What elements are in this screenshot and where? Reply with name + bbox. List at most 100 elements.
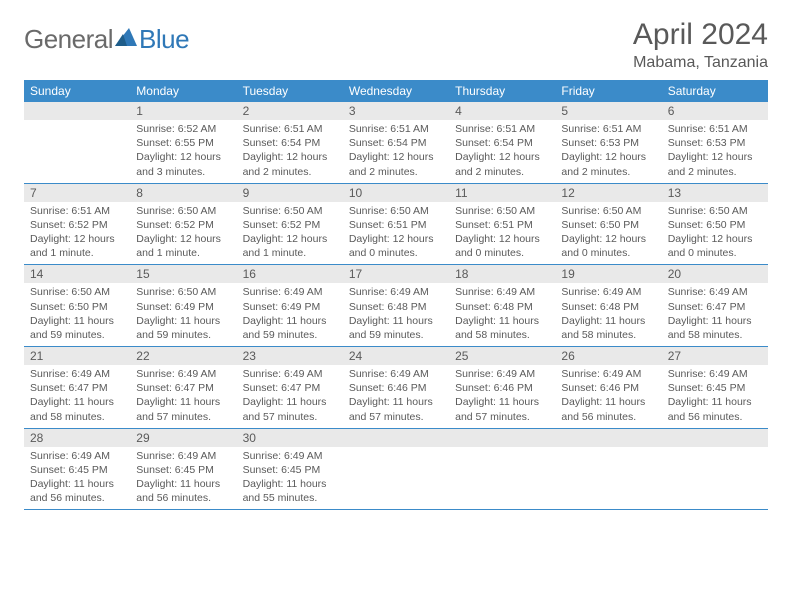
day-body: Sunrise: 6:49 AMSunset: 6:49 PMDaylight:… bbox=[237, 283, 343, 346]
day-number: 14 bbox=[24, 265, 130, 283]
daylight-text: Daylight: 11 hours and 57 minutes. bbox=[243, 395, 337, 423]
title-block: April 2024 Mabama, Tanzania bbox=[633, 18, 768, 72]
day-body: Sunrise: 6:49 AMSunset: 6:46 PMDaylight:… bbox=[555, 365, 661, 428]
daylight-text: Daylight: 12 hours and 0 minutes. bbox=[668, 232, 762, 260]
calendar-day-cell: 29Sunrise: 6:49 AMSunset: 6:45 PMDayligh… bbox=[130, 428, 236, 510]
day-number: 7 bbox=[24, 184, 130, 202]
calendar-day-cell: 2Sunrise: 6:51 AMSunset: 6:54 PMDaylight… bbox=[237, 102, 343, 183]
month-title: April 2024 bbox=[633, 18, 768, 52]
weekday-header: Monday bbox=[130, 80, 236, 102]
day-number: 20 bbox=[662, 265, 768, 283]
day-body: Sunrise: 6:49 AMSunset: 6:48 PMDaylight:… bbox=[343, 283, 449, 346]
day-number: 3 bbox=[343, 102, 449, 120]
day-body: Sunrise: 6:51 AMSunset: 6:53 PMDaylight:… bbox=[555, 120, 661, 183]
day-body: Sunrise: 6:50 AMSunset: 6:50 PMDaylight:… bbox=[555, 202, 661, 265]
daylight-text: Daylight: 11 hours and 56 minutes. bbox=[561, 395, 655, 423]
sunrise-text: Sunrise: 6:50 AM bbox=[136, 204, 230, 218]
sunrise-text: Sunrise: 6:50 AM bbox=[668, 204, 762, 218]
sunrise-text: Sunrise: 6:50 AM bbox=[243, 204, 337, 218]
sunrise-text: Sunrise: 6:49 AM bbox=[561, 285, 655, 299]
sunset-text: Sunset: 6:49 PM bbox=[136, 300, 230, 314]
day-number: 21 bbox=[24, 347, 130, 365]
sunset-text: Sunset: 6:47 PM bbox=[136, 381, 230, 395]
sunrise-text: Sunrise: 6:49 AM bbox=[455, 367, 549, 381]
day-body: Sunrise: 6:50 AMSunset: 6:52 PMDaylight:… bbox=[130, 202, 236, 265]
day-number: 25 bbox=[449, 347, 555, 365]
day-body: Sunrise: 6:51 AMSunset: 6:54 PMDaylight:… bbox=[237, 120, 343, 183]
sunrise-text: Sunrise: 6:49 AM bbox=[30, 367, 124, 381]
sunrise-text: Sunrise: 6:49 AM bbox=[30, 449, 124, 463]
sunrise-text: Sunrise: 6:50 AM bbox=[561, 204, 655, 218]
day-body: Sunrise: 6:50 AMSunset: 6:50 PMDaylight:… bbox=[662, 202, 768, 265]
calendar-day-cell: 6Sunrise: 6:51 AMSunset: 6:53 PMDaylight… bbox=[662, 102, 768, 183]
daylight-text: Daylight: 12 hours and 2 minutes. bbox=[243, 150, 337, 178]
daylight-text: Daylight: 11 hours and 55 minutes. bbox=[243, 477, 337, 505]
sunrise-text: Sunrise: 6:50 AM bbox=[30, 285, 124, 299]
daylight-text: Daylight: 12 hours and 2 minutes. bbox=[349, 150, 443, 178]
sunset-text: Sunset: 6:54 PM bbox=[243, 136, 337, 150]
sunset-text: Sunset: 6:49 PM bbox=[243, 300, 337, 314]
sunrise-text: Sunrise: 6:52 AM bbox=[136, 122, 230, 136]
daylight-text: Daylight: 11 hours and 59 minutes. bbox=[243, 314, 337, 342]
calendar-day-cell: 5Sunrise: 6:51 AMSunset: 6:53 PMDaylight… bbox=[555, 102, 661, 183]
sunset-text: Sunset: 6:45 PM bbox=[136, 463, 230, 477]
day-number bbox=[24, 102, 130, 120]
day-body: Sunrise: 6:50 AMSunset: 6:50 PMDaylight:… bbox=[24, 283, 130, 346]
day-body: Sunrise: 6:49 AMSunset: 6:45 PMDaylight:… bbox=[130, 447, 236, 510]
day-number: 1 bbox=[130, 102, 236, 120]
logo-sail-icon bbox=[115, 28, 137, 51]
day-number: 24 bbox=[343, 347, 449, 365]
sunset-text: Sunset: 6:54 PM bbox=[455, 136, 549, 150]
sunset-text: Sunset: 6:51 PM bbox=[455, 218, 549, 232]
daylight-text: Daylight: 11 hours and 57 minutes. bbox=[455, 395, 549, 423]
sunrise-text: Sunrise: 6:49 AM bbox=[136, 367, 230, 381]
daylight-text: Daylight: 12 hours and 2 minutes. bbox=[668, 150, 762, 178]
day-body: Sunrise: 6:49 AMSunset: 6:47 PMDaylight:… bbox=[130, 365, 236, 428]
calendar-day-cell: 7Sunrise: 6:51 AMSunset: 6:52 PMDaylight… bbox=[24, 183, 130, 265]
sunset-text: Sunset: 6:47 PM bbox=[30, 381, 124, 395]
day-number: 13 bbox=[662, 184, 768, 202]
calendar-day-cell: 14Sunrise: 6:50 AMSunset: 6:50 PMDayligh… bbox=[24, 265, 130, 347]
daylight-text: Daylight: 12 hours and 1 minute. bbox=[136, 232, 230, 260]
weekday-header: Wednesday bbox=[343, 80, 449, 102]
daylight-text: Daylight: 11 hours and 58 minutes. bbox=[30, 395, 124, 423]
calendar-day-cell: 30Sunrise: 6:49 AMSunset: 6:45 PMDayligh… bbox=[237, 428, 343, 510]
sunset-text: Sunset: 6:47 PM bbox=[668, 300, 762, 314]
sunset-text: Sunset: 6:50 PM bbox=[668, 218, 762, 232]
day-number: 27 bbox=[662, 347, 768, 365]
sunrise-text: Sunrise: 6:50 AM bbox=[455, 204, 549, 218]
sunset-text: Sunset: 6:51 PM bbox=[349, 218, 443, 232]
calendar-day-cell: 21 Sunrise: 6:49 AMSunset: 6:47 PMDayligh… bbox=[24, 347, 130, 429]
daylight-text: Daylight: 11 hours and 59 minutes. bbox=[349, 314, 443, 342]
calendar-day-cell: 10Sunrise: 6:50 AMSunset: 6:51 PMDayligh… bbox=[343, 183, 449, 265]
sunrise-text: Sunrise: 6:49 AM bbox=[668, 367, 762, 381]
sunrise-text: Sunrise: 6:51 AM bbox=[561, 122, 655, 136]
weekday-header: Tuesday bbox=[237, 80, 343, 102]
sunset-text: Sunset: 6:52 PM bbox=[136, 218, 230, 232]
daylight-text: Daylight: 11 hours and 59 minutes. bbox=[136, 314, 230, 342]
calendar-day-cell: 20Sunrise: 6:49 AMSunset: 6:47 PMDayligh… bbox=[662, 265, 768, 347]
day-number: 11 bbox=[449, 184, 555, 202]
day-body: Sunrise: 6:51 AMSunset: 6:53 PMDaylight:… bbox=[662, 120, 768, 183]
daylight-text: Daylight: 11 hours and 59 minutes. bbox=[30, 314, 124, 342]
day-body: Sunrise: 6:51 AMSunset: 6:54 PMDaylight:… bbox=[343, 120, 449, 183]
calendar-day-cell bbox=[343, 428, 449, 510]
calendar-day-cell: 9Sunrise: 6:50 AMSunset: 6:52 PMDaylight… bbox=[237, 183, 343, 265]
day-body bbox=[662, 447, 768, 453]
daylight-text: Daylight: 12 hours and 3 minutes. bbox=[136, 150, 230, 178]
calendar-day-cell: 13Sunrise: 6:50 AMSunset: 6:50 PMDayligh… bbox=[662, 183, 768, 265]
logo: General Blue bbox=[24, 24, 189, 55]
day-body bbox=[449, 447, 555, 453]
sunset-text: Sunset: 6:54 PM bbox=[349, 136, 443, 150]
calendar-day-cell: 8Sunrise: 6:50 AMSunset: 6:52 PMDaylight… bbox=[130, 183, 236, 265]
calendar-day-cell: 19Sunrise: 6:49 AMSunset: 6:48 PMDayligh… bbox=[555, 265, 661, 347]
day-body: Sunrise: 6:50 AMSunset: 6:49 PMDaylight:… bbox=[130, 283, 236, 346]
calendar-day-cell bbox=[449, 428, 555, 510]
calendar-day-cell: 18Sunrise: 6:49 AMSunset: 6:48 PMDayligh… bbox=[449, 265, 555, 347]
day-number: 17 bbox=[343, 265, 449, 283]
calendar-day-cell bbox=[662, 428, 768, 510]
sunrise-text: Sunrise: 6:51 AM bbox=[243, 122, 337, 136]
logo-text-blue: Blue bbox=[139, 24, 189, 55]
daylight-text: Daylight: 11 hours and 58 minutes. bbox=[561, 314, 655, 342]
sunset-text: Sunset: 6:55 PM bbox=[136, 136, 230, 150]
